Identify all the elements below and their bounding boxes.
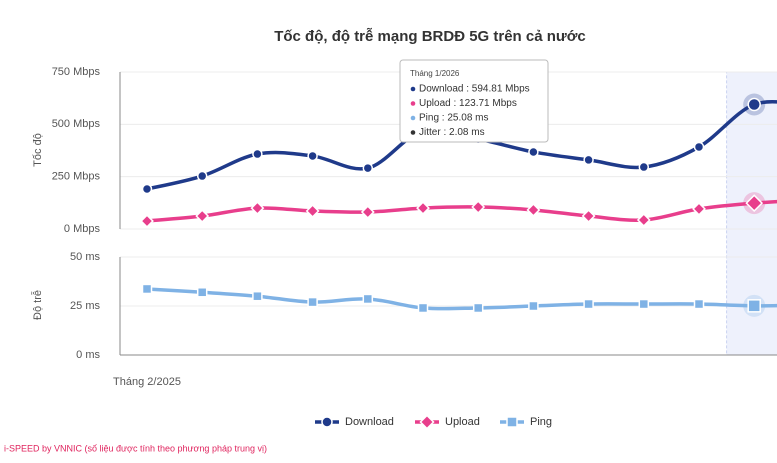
data-point — [250, 201, 265, 215]
tooltip-dot — [410, 130, 416, 135]
data-point — [528, 300, 539, 312]
data-point — [140, 214, 154, 228]
data-point — [360, 205, 375, 219]
data-point — [141, 183, 153, 195]
tooltip-line: Download : 594.81 Mbps — [419, 84, 530, 95]
tooltip-box — [399, 59, 549, 143]
data-point — [362, 162, 374, 174]
data-point — [638, 161, 650, 173]
tooltip-line: Upload : 123.71 Mbps — [419, 98, 517, 109]
data-point — [583, 154, 594, 166]
y-tick-label: 500 Mbps — [52, 118, 101, 130]
legend-marker — [419, 414, 435, 430]
legend-label: Ping — [530, 416, 552, 428]
legend-label: Upload — [445, 416, 480, 428]
data-point — [471, 200, 486, 214]
data-point — [305, 204, 320, 218]
data-point — [693, 298, 705, 310]
data-point — [417, 302, 429, 314]
y-tick-label: 250 Mbps — [52, 171, 101, 183]
data-point — [693, 141, 705, 153]
legend-item[interactable]: Download — [315, 416, 394, 428]
y2-axis-title: Độ trễ — [31, 290, 44, 320]
y2-tick-label: 50 ms — [70, 251, 100, 263]
y-axis-title: Tốc độ — [32, 133, 44, 167]
data-point — [307, 296, 318, 308]
data-point — [526, 203, 541, 217]
data-point — [416, 201, 430, 215]
data-point — [195, 209, 210, 223]
tooltip-title: Tháng 1/2026 — [410, 69, 460, 78]
x-tick-label: Tháng 2/2025 — [113, 376, 181, 388]
data-point — [196, 287, 208, 298]
y2-tick-label: 0 ms — [76, 349, 100, 361]
tooltip-dot — [410, 101, 416, 106]
tooltip-line: Ping : 25.08 ms — [419, 113, 488, 124]
legend-label: Download — [345, 416, 394, 428]
data-point — [196, 170, 208, 182]
data-point — [252, 148, 263, 160]
data-point — [252, 290, 263, 302]
legend-marker — [506, 416, 518, 428]
y-tick-label: 750 Mbps — [52, 66, 101, 78]
chart-title: Tốc độ, độ trễ mạng BRDĐ 5G trên cả nước — [274, 28, 586, 45]
legend-item[interactable]: Upload — [415, 414, 480, 430]
tooltip-line: Jitter : 2.08 ms — [419, 127, 485, 138]
tooltip: Tháng 1/2026 Download : 594.81 Mbps Upload… — [399, 59, 549, 143]
data-point — [583, 298, 594, 310]
tooltip-dot — [410, 115, 416, 121]
footnote: i-SPEED by VNNIC (số liệu được tính theo… — [4, 443, 267, 453]
data-point — [692, 201, 706, 216]
data-point — [747, 97, 761, 112]
data-point — [747, 299, 761, 313]
data-point — [528, 146, 539, 158]
tooltip-dot — [410, 86, 416, 92]
data-point — [581, 209, 596, 223]
y-tick-label: 0 Mbps — [64, 223, 101, 235]
y2-tick-label: 25 ms — [70, 300, 100, 312]
data-point — [307, 150, 318, 162]
data-point — [638, 298, 650, 310]
data-point — [745, 194, 764, 212]
data-point — [141, 283, 153, 295]
legend-marker — [321, 416, 333, 428]
data-point — [636, 213, 651, 227]
data-point — [472, 302, 484, 314]
data-point — [362, 293, 374, 305]
legend-item[interactable]: Ping — [500, 416, 552, 428]
